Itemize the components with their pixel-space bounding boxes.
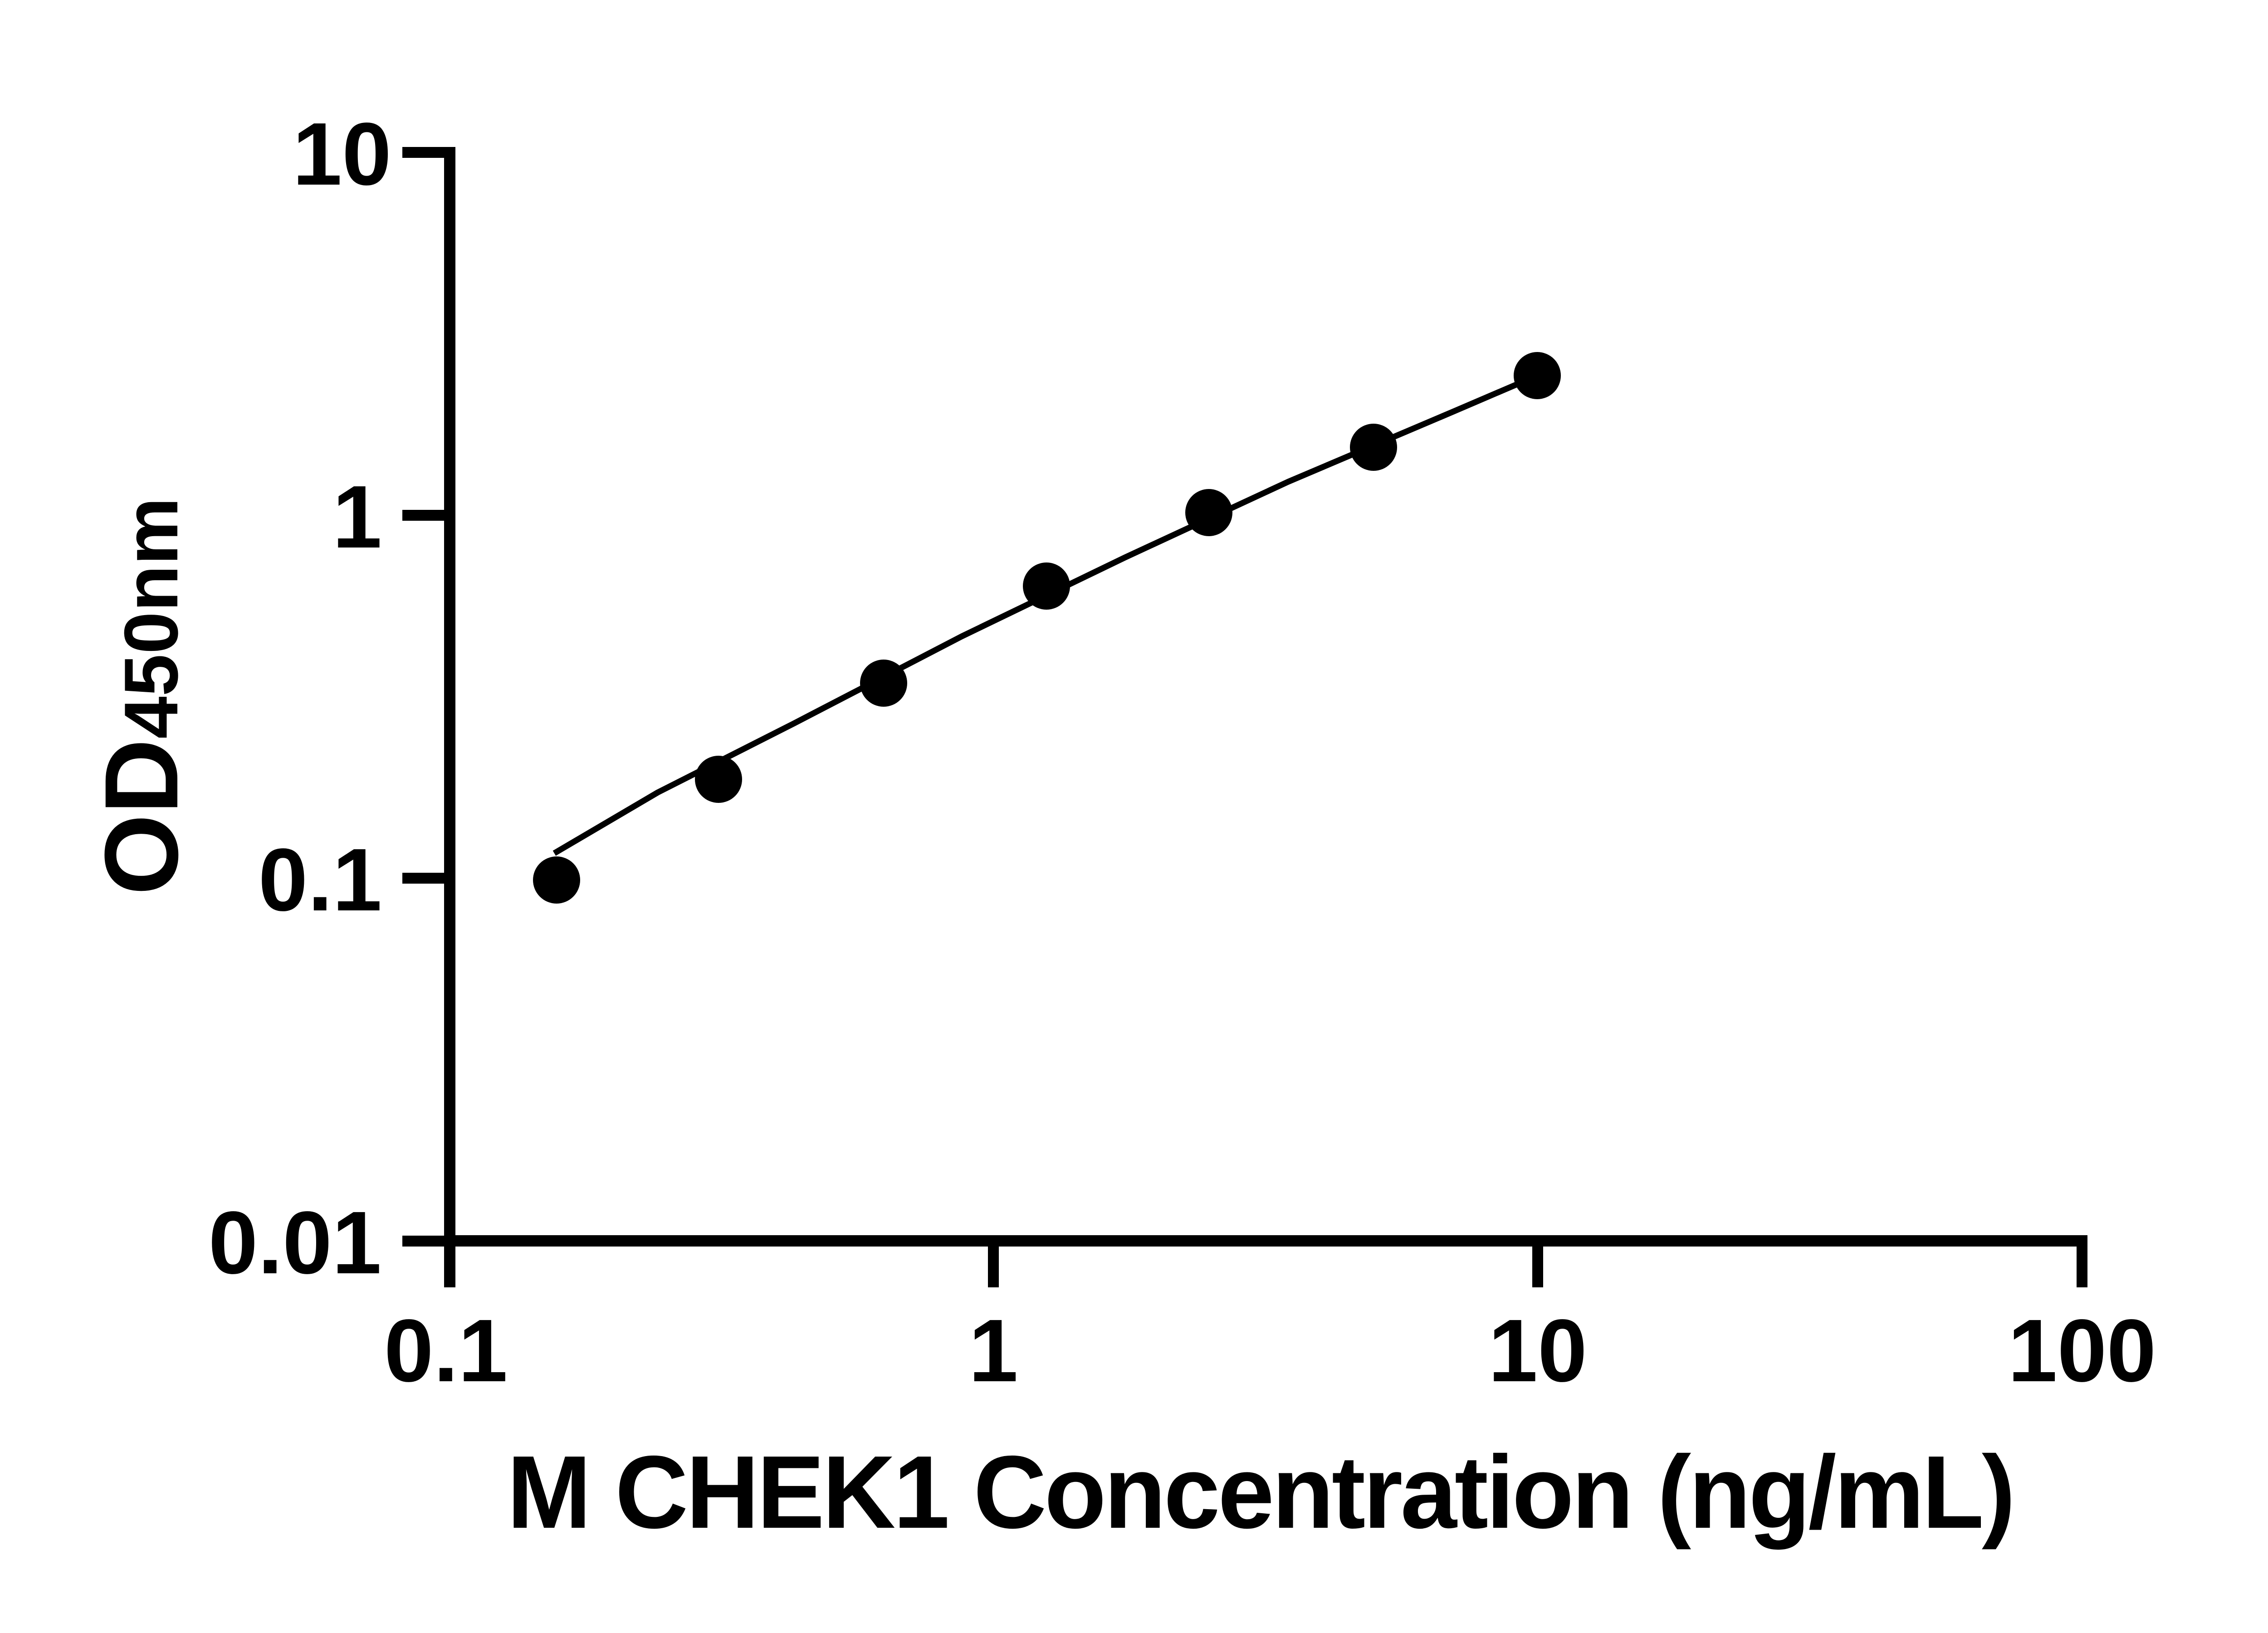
svg-text:OD450nm: OD450nm [83, 497, 200, 895]
svg-text:M CHEK1 Concentration (ng/mL): M CHEK1 Concentration (ng/mL) [507, 1434, 2014, 1550]
svg-text:1: 1 [332, 467, 382, 567]
svg-text:0.1: 0.1 [384, 1301, 508, 1400]
svg-text:10: 10 [293, 104, 391, 204]
svg-text:1: 1 [968, 1301, 1018, 1400]
svg-text:0.1: 0.1 [259, 830, 382, 929]
svg-text:0.01: 0.01 [209, 1193, 381, 1292]
svg-text:100: 100 [2008, 1301, 2156, 1400]
svg-text:10: 10 [1488, 1301, 1587, 1400]
